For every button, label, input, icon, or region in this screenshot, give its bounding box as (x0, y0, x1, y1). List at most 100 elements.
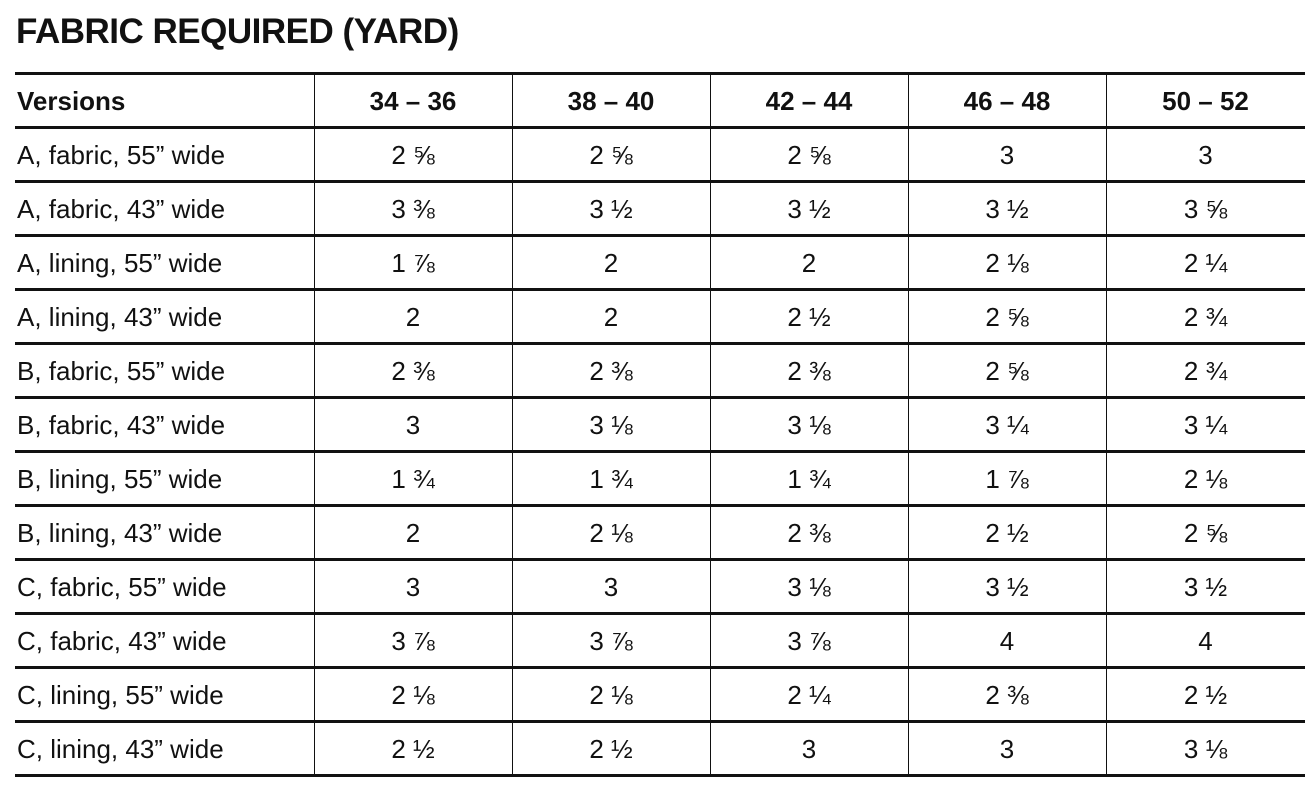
cell-value: 2 ⅝ (985, 302, 1029, 332)
row-divider (15, 180, 1305, 183)
cell-value: 2 ⅝ (985, 356, 1029, 386)
cell-value: 2 ½ (391, 734, 435, 764)
row-divider (15, 288, 1305, 291)
cell-value: 2 (603, 302, 619, 332)
cell-value: 2 ¾ (1183, 302, 1228, 332)
row-divider (15, 396, 1305, 399)
title: FABRIC REQUIRED (YARD) (16, 12, 459, 51)
cell-value: 1 ⅞ (391, 248, 435, 278)
cell-value: 3 ¼ (985, 410, 1029, 440)
row-label: C, lining, 43” wide (17, 734, 224, 764)
row-label: B, fabric, 55” wide (17, 356, 226, 386)
cell-value: 2 (405, 518, 421, 548)
column-divider (1106, 73, 1107, 775)
column-divider (512, 73, 513, 775)
cell-value: 1 ¾ (589, 464, 633, 494)
cell-value: 2 ½ (787, 302, 831, 332)
row-divider (15, 612, 1305, 615)
cell-value: 2 ¾ (1183, 356, 1228, 386)
cell-value: 2 ¼ (1183, 248, 1228, 278)
cell-value: 2 ¼ (787, 680, 831, 710)
cell-value: 3 ⅞ (589, 626, 633, 656)
cell-value: 4 (999, 626, 1015, 656)
header-cell: 38 – 40 (567, 86, 655, 116)
row-divider (15, 72, 1305, 75)
cell-value: 3 ⅞ (391, 626, 435, 656)
cell-value: 2 ⅛ (985, 248, 1029, 278)
cell-value: 3 ½ (589, 194, 633, 224)
row-divider (15, 720, 1305, 723)
cell-value: 1 ⅞ (985, 464, 1029, 494)
row-divider (15, 234, 1305, 237)
cell-value: 2 ⅝ (1183, 518, 1228, 548)
header-cell: 46 – 48 (963, 86, 1051, 116)
row-label: A, fabric, 43” wide (17, 194, 226, 224)
cell-value: 2 ⅝ (391, 140, 435, 170)
cell-value: 3 (603, 572, 619, 602)
column-divider (908, 73, 909, 775)
cell-value: 3 (405, 410, 421, 440)
cell-value: 2 (603, 248, 619, 278)
row-label: C, fabric, 43” wide (17, 626, 227, 656)
row-label: C, fabric, 55” wide (17, 572, 227, 602)
cell-value: 2 ⅛ (589, 518, 633, 548)
cell-value: 2 ⅜ (787, 356, 831, 386)
header-cell: 42 – 44 (765, 86, 853, 116)
cell-value: 3 ⅛ (787, 410, 831, 440)
cell-value: 2 ⅜ (391, 356, 435, 386)
cell-value: 1 ¾ (787, 464, 831, 494)
cell-value: 3 ½ (787, 194, 831, 224)
cell-value: 2 ½ (589, 734, 633, 764)
cell-value: 2 ⅜ (787, 518, 831, 548)
cell-value: 3 ⅛ (1183, 734, 1228, 764)
column-divider (314, 73, 315, 775)
cell-value: 2 ⅝ (589, 140, 633, 170)
row-divider (15, 666, 1305, 669)
header-cell: Versions (17, 86, 126, 116)
row-divider (15, 774, 1305, 777)
cell-value: 2 ⅛ (589, 680, 633, 710)
row-divider (15, 342, 1305, 345)
cell-value: 2 ⅛ (1183, 464, 1228, 494)
cell-value: 3 ⅜ (391, 194, 435, 224)
row-label: B, fabric, 43” wide (17, 410, 226, 440)
row-divider (15, 558, 1305, 561)
row-label: A, lining, 55” wide (17, 248, 223, 278)
row-divider (15, 450, 1305, 453)
row-label: A, fabric, 55” wide (17, 140, 226, 170)
row-divider (15, 126, 1305, 129)
cell-value: 2 ½ (985, 518, 1029, 548)
cell-value: 2 ⅝ (787, 140, 831, 170)
cell-value: 3 ½ (985, 194, 1029, 224)
row-label: A, lining, 43” wide (17, 302, 223, 332)
cell-value: 3 (999, 734, 1015, 764)
cell-value: 3 (999, 140, 1015, 170)
row-label: B, lining, 43” wide (17, 518, 223, 548)
row-label: B, lining, 55” wide (17, 464, 223, 494)
cell-value: 3 ⅛ (787, 572, 831, 602)
cell-value: 2 ⅜ (589, 356, 633, 386)
cell-value: 3 ¼ (1183, 410, 1228, 440)
cell-value: 2 (801, 248, 817, 278)
cell-value: 2 ⅜ (985, 680, 1029, 710)
row-label: C, lining, 55” wide (17, 680, 224, 710)
cell-value: 2 ⅛ (391, 680, 435, 710)
cell-value: 2 (405, 302, 421, 332)
cell-value: 3 ⅞ (787, 626, 831, 656)
cell-value: 1 ¾ (391, 464, 435, 494)
cell-value: 4 (1198, 626, 1213, 656)
row-divider (15, 504, 1305, 507)
header-cell: 34 – 36 (369, 86, 457, 116)
cell-value: 3 ½ (1183, 572, 1228, 602)
header-cell: 50 – 52 (1162, 86, 1249, 116)
cell-value: 2 ½ (1183, 680, 1228, 710)
column-divider (710, 73, 711, 775)
cell-value: 3 ⅝ (1183, 194, 1228, 224)
cell-value: 3 ½ (985, 572, 1029, 602)
cell-value: 3 (405, 572, 421, 602)
cell-value: 3 ⅛ (589, 410, 633, 440)
cell-value: 3 (1198, 140, 1213, 170)
cell-value: 3 (801, 734, 817, 764)
